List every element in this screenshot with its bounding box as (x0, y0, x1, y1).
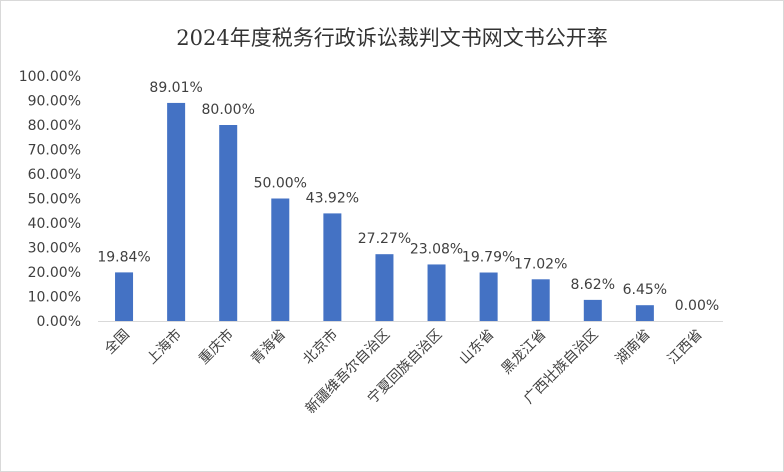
bar (219, 125, 238, 321)
data-label: 23.08% (410, 241, 463, 257)
data-label: 8.62% (571, 277, 615, 293)
data-labels: 19.84% 89.01%80.00% 50.00%43.92% 27.27%23.0… (97, 80, 719, 314)
bar (375, 254, 394, 321)
y-tick-label: 70.00% (28, 143, 81, 159)
bar (167, 102, 186, 321)
data-label: 19.84% (97, 249, 150, 265)
category-label: 北京市 (299, 326, 341, 368)
category-label: 山东省 (456, 327, 497, 368)
category-label: 重庆市 (195, 326, 237, 368)
y-tick-label: 20.00% (28, 265, 81, 281)
bar (115, 272, 134, 321)
data-label: 17.02% (514, 256, 567, 272)
data-label: 0.00% (675, 298, 719, 314)
data-label: 6.45% (623, 282, 667, 298)
category-label: 上海市 (143, 326, 185, 368)
y-tick-label: 80.00% (28, 118, 81, 134)
y-tick-label: 40.00% (28, 216, 81, 232)
data-label: 89.01% (149, 80, 202, 96)
data-label: 50.00% (254, 176, 307, 192)
bar (531, 279, 550, 321)
bars (115, 102, 654, 321)
category-label: 全国 (101, 326, 133, 358)
y-tick-label: 60.00% (28, 167, 81, 183)
y-tick-label: 50.00% (28, 192, 81, 208)
category-label: 青海省 (248, 327, 289, 368)
category-label: 湖南省 (613, 327, 654, 368)
y-tick-label: 90.00% (28, 94, 81, 110)
y-tick-label: 0.00% (37, 314, 81, 330)
bar (427, 264, 446, 321)
data-label: 43.92% (306, 190, 359, 206)
y-tick-label: 10.00% (28, 290, 81, 306)
data-label: 19.79% (462, 250, 515, 266)
bar (479, 272, 498, 321)
data-label: 27.27% (358, 231, 411, 247)
y-tick-label: 100.00% (19, 69, 81, 85)
category-label: 江西省 (665, 327, 706, 368)
bar (271, 198, 290, 321)
category-label: 黑龙江省 (499, 327, 550, 378)
y-tick-label: 30.00% (28, 241, 81, 257)
bar (583, 299, 602, 321)
y-axis-ticks: 0.00% 10.00% 20.00% 30.00% 40.00% 50.00% 60.00… (19, 69, 81, 330)
bar (323, 213, 342, 321)
bar (635, 305, 654, 321)
data-label: 80.00% (202, 102, 255, 118)
chart-title: 2024年度税务行政诉讼裁判文书网文书公开率 (176, 26, 607, 50)
